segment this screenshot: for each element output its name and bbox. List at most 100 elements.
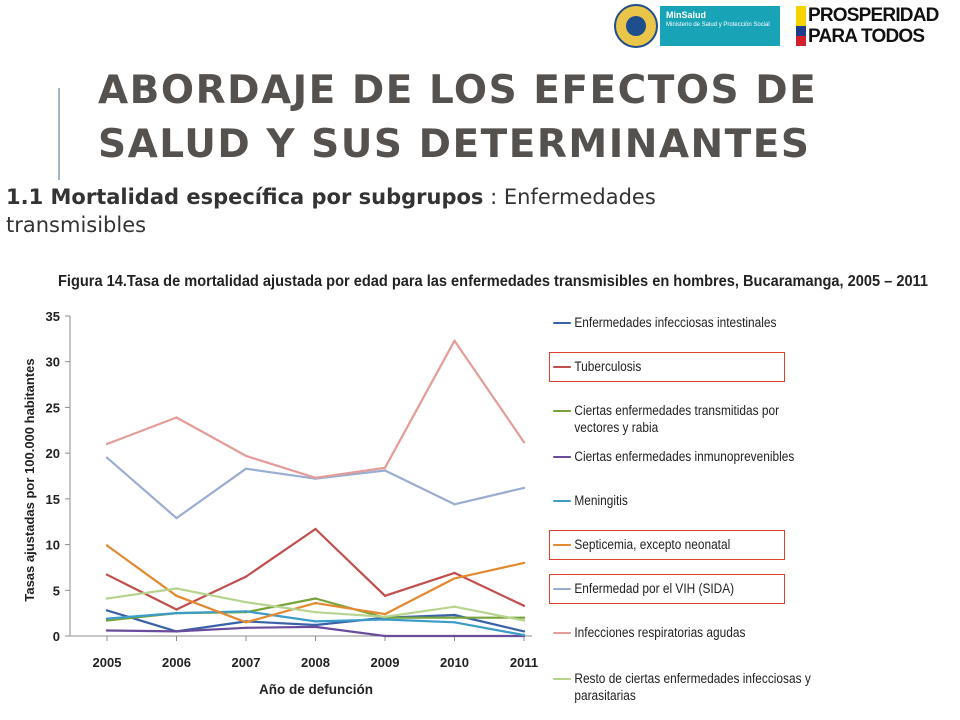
data-point [383, 469, 387, 472]
subtitle-rest: : Enfermedades transmisibles [6, 185, 656, 237]
data-point [105, 442, 109, 446]
colombia-flag-icon [796, 6, 806, 46]
legend-item: Ciertas enfermedades inmunoprevenibles [553, 448, 819, 465]
legend-item: Enfermedades infecciosas intestinales [553, 314, 819, 331]
legend-item: Tuberculosis [553, 358, 819, 375]
legend-item: Infecciones respiratorias agudas [553, 624, 819, 641]
legend-label: Enfermedad por el VIH (SIDA) [574, 581, 735, 596]
legend-highlight-box [549, 352, 785, 382]
colombia-seal-logo [614, 4, 658, 48]
data-point [105, 629, 109, 632]
data-point [314, 625, 317, 629]
data-point [244, 601, 248, 604]
legend-label: Ciertas enfermedades transmitidas por ve… [574, 403, 780, 435]
legend-swatch [553, 366, 571, 368]
legend-swatch [553, 410, 571, 412]
data-point [522, 604, 526, 607]
legend-label: Infecciones respiratorias agudas [574, 625, 746, 640]
legend-label: Resto de ciertas enfermedades infecciosa… [574, 671, 811, 703]
legend-item: Resto de ciertas enfermedades infecciosa… [553, 670, 819, 704]
data-point [175, 608, 178, 611]
data-point [105, 544, 109, 547]
data-point [175, 416, 178, 419]
line-chart: Figura 14.Tasa de mortalidad ajustada po… [22, 273, 928, 697]
legend-label: Enfermedades infecciosas intestinales [574, 315, 777, 330]
data-point [105, 619, 109, 622]
data-point [175, 594, 178, 597]
data-point [105, 573, 109, 576]
y-tick-label: 35 [46, 309, 60, 324]
data-point [244, 621, 248, 624]
legend-swatch [553, 500, 571, 502]
data-point [453, 605, 456, 608]
x-tick-label: 2008 [301, 655, 330, 670]
title-accent-line [58, 88, 60, 180]
data-point [175, 516, 178, 520]
x-tick-label: 2007 [232, 655, 261, 670]
data-point [314, 623, 317, 627]
chart-title: Figura 14.Tasa de mortalidad ajustada po… [58, 273, 928, 290]
y-tick-label: 30 [46, 355, 60, 370]
series-line [106, 339, 525, 479]
data-point [244, 467, 248, 470]
data-point [522, 441, 526, 444]
y-tick-label: 0 [53, 629, 60, 644]
data-point [105, 456, 109, 459]
slide-title: ABORDAJE DE LOS EFECTOS DE SALUD Y SUS D… [98, 64, 817, 172]
x-tick-label: 2006 [162, 655, 191, 670]
data-point [453, 339, 456, 342]
data-point [383, 615, 387, 618]
prosperidad-logo: PROSPERIDAD PARA TODOS [796, 4, 960, 48]
legend-swatch [553, 588, 571, 590]
data-point [453, 621, 456, 624]
subtitle-bold: 1.1 Mortalidad específica por subgrupos [6, 185, 484, 209]
data-point [522, 616, 526, 619]
data-point [522, 619, 526, 622]
x-tick-label: 2009 [371, 655, 400, 670]
legend-highlight-box [549, 530, 785, 560]
data-point [453, 634, 456, 638]
data-point [244, 626, 248, 629]
legend-swatch [553, 678, 571, 680]
data-point [314, 620, 317, 623]
data-point [244, 610, 248, 613]
chart-y-axis-label: Tasas ajustadas por 100.000 habitantes [22, 358, 37, 601]
series-line [106, 597, 524, 622]
legend-item: Meningitis [553, 492, 819, 509]
slide-title-line2: SALUD Y SUS DETERMINANTES [98, 122, 811, 167]
legend-item: Septicemia, excepto neonatal [553, 536, 819, 553]
series-line [106, 456, 525, 520]
data-point [453, 571, 456, 575]
legend-item: Enfermedad por el VIH (SIDA) [553, 580, 819, 597]
legend-label: Meningitis [574, 493, 628, 508]
data-point [453, 577, 456, 580]
data-point [383, 618, 387, 621]
legend-highlight-box [549, 574, 785, 604]
data-point [175, 611, 178, 615]
data-point [453, 613, 456, 617]
data-point [105, 609, 109, 612]
x-tick-label: 2010 [440, 655, 469, 670]
data-point [314, 611, 317, 614]
legend-item: Ciertas enfermedades transmitidas por ve… [553, 402, 819, 436]
data-point [383, 612, 387, 616]
data-point [244, 575, 248, 578]
data-point [522, 630, 526, 633]
data-point [244, 454, 248, 458]
legend-swatch [553, 632, 571, 634]
data-point [453, 503, 456, 506]
data-point [175, 587, 178, 590]
minsalud-logo-subtitle: Ministerio de Salud y Protección Social [666, 22, 770, 28]
x-tick-label: 2011 [510, 655, 538, 670]
y-tick-label: 10 [46, 538, 60, 553]
y-tick-label: 25 [46, 400, 60, 415]
slide-subtitle: 1.1 Mortalidad específica por subgrupos … [6, 183, 796, 239]
data-point [383, 594, 387, 597]
minsalud-logo: MinSalud Ministerio de Salud y Protecció… [660, 6, 780, 46]
series-line [106, 544, 525, 624]
legend-label: Tuberculosis [574, 359, 642, 374]
prosperidad-logo-line2: PARA TODOS [808, 26, 925, 47]
data-point [453, 616, 456, 619]
data-point [314, 476, 317, 479]
minsalud-logo-name: MinSalud [666, 10, 706, 20]
